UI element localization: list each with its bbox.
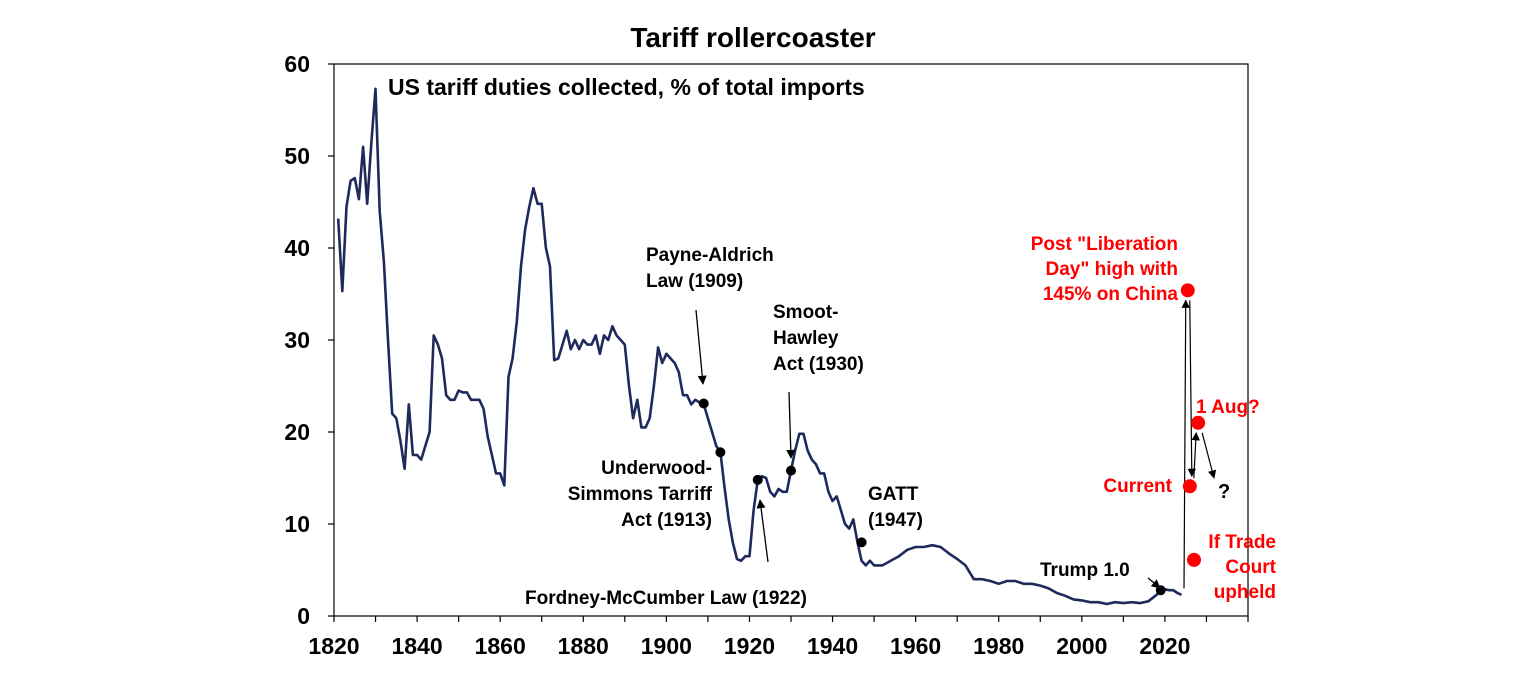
tariff-series-line (336, 87, 1183, 606)
annotation-layer: Payne-Aldrich Law (1909) Underwood-Simmons… (525, 245, 1166, 609)
event-point (1155, 585, 1166, 596)
x-tick-label: 1940 (807, 633, 858, 659)
event-label: Underwood-Simmons Tarriff Act (1913) (568, 458, 713, 531)
x-tick-label: 2000 (1056, 633, 1107, 659)
event-label: Fordney-McCumber Law (1922) (525, 588, 807, 609)
highlight-layer: ? Post "Liberation Day" high with 145% on C… (1031, 234, 1277, 603)
scenario-point (1182, 479, 1197, 494)
x-tick-label: 1960 (890, 633, 941, 659)
scenario-arrow (1201, 432, 1217, 479)
event-point (752, 474, 763, 485)
x-axis: 1820 1840 1860 1880 1900 1920 1940 1960 1980 2000… (308, 616, 1249, 659)
scenario-label: 1 Aug? (1196, 397, 1260, 418)
chart-title: Tariff rollercoaster (630, 22, 876, 53)
event-point (698, 398, 709, 409)
scenario-point (1191, 415, 1206, 430)
y-tick-label: 10 (284, 511, 310, 537)
y-axis: 0 10 20 30 40 50 60 (284, 51, 334, 629)
scenario-point (1180, 283, 1195, 298)
event-point (856, 537, 867, 548)
chart-subtitle: US tariff duties collected, % of total i… (388, 74, 865, 100)
x-tick-label: 1980 (973, 633, 1024, 659)
scenario-label: Current (1103, 476, 1172, 497)
event-label: Smoot-Hawley Act (1930) (773, 302, 864, 375)
event-label: Trump 1.0 (1040, 560, 1130, 581)
scenario-label: If Trade Court upheld (1208, 532, 1276, 603)
y-tick-label: 30 (284, 327, 310, 353)
y-tick-label: 20 (284, 419, 310, 445)
event-point (786, 465, 796, 476)
x-tick-label: 1880 (558, 633, 609, 659)
scenario-arrow (1181, 299, 1190, 589)
y-tick-label: 40 (284, 235, 310, 261)
annotation-arrow (786, 391, 796, 459)
y-tick-label: 0 (297, 603, 310, 629)
scenario-label: Post "Liberation Day" high with 145% on Ch… (1031, 234, 1179, 305)
y-tick-label: 60 (284, 51, 310, 77)
x-tick-label: 1920 (724, 633, 775, 659)
event-label: Payne-Aldrich Law (1909) (646, 245, 774, 292)
x-tick-label: 1900 (641, 633, 692, 659)
x-tick-label: 1860 (475, 633, 526, 659)
x-tick-label: 1840 (392, 633, 443, 659)
event-point (715, 447, 726, 458)
y-tick-label: 50 (284, 143, 310, 169)
series-layer (336, 87, 1183, 606)
x-tick-label: 2020 (1139, 633, 1190, 659)
scenario-arrow (1187, 300, 1196, 478)
x-tick-label: 1820 (308, 633, 359, 659)
scenario-point (1186, 552, 1201, 567)
scenario-arrow (1191, 431, 1200, 479)
question-mark: ? (1218, 481, 1230, 503)
event-label: GATT (1947) (868, 484, 923, 531)
annotation-arrow (695, 309, 707, 385)
annotation-arrow (756, 499, 769, 563)
